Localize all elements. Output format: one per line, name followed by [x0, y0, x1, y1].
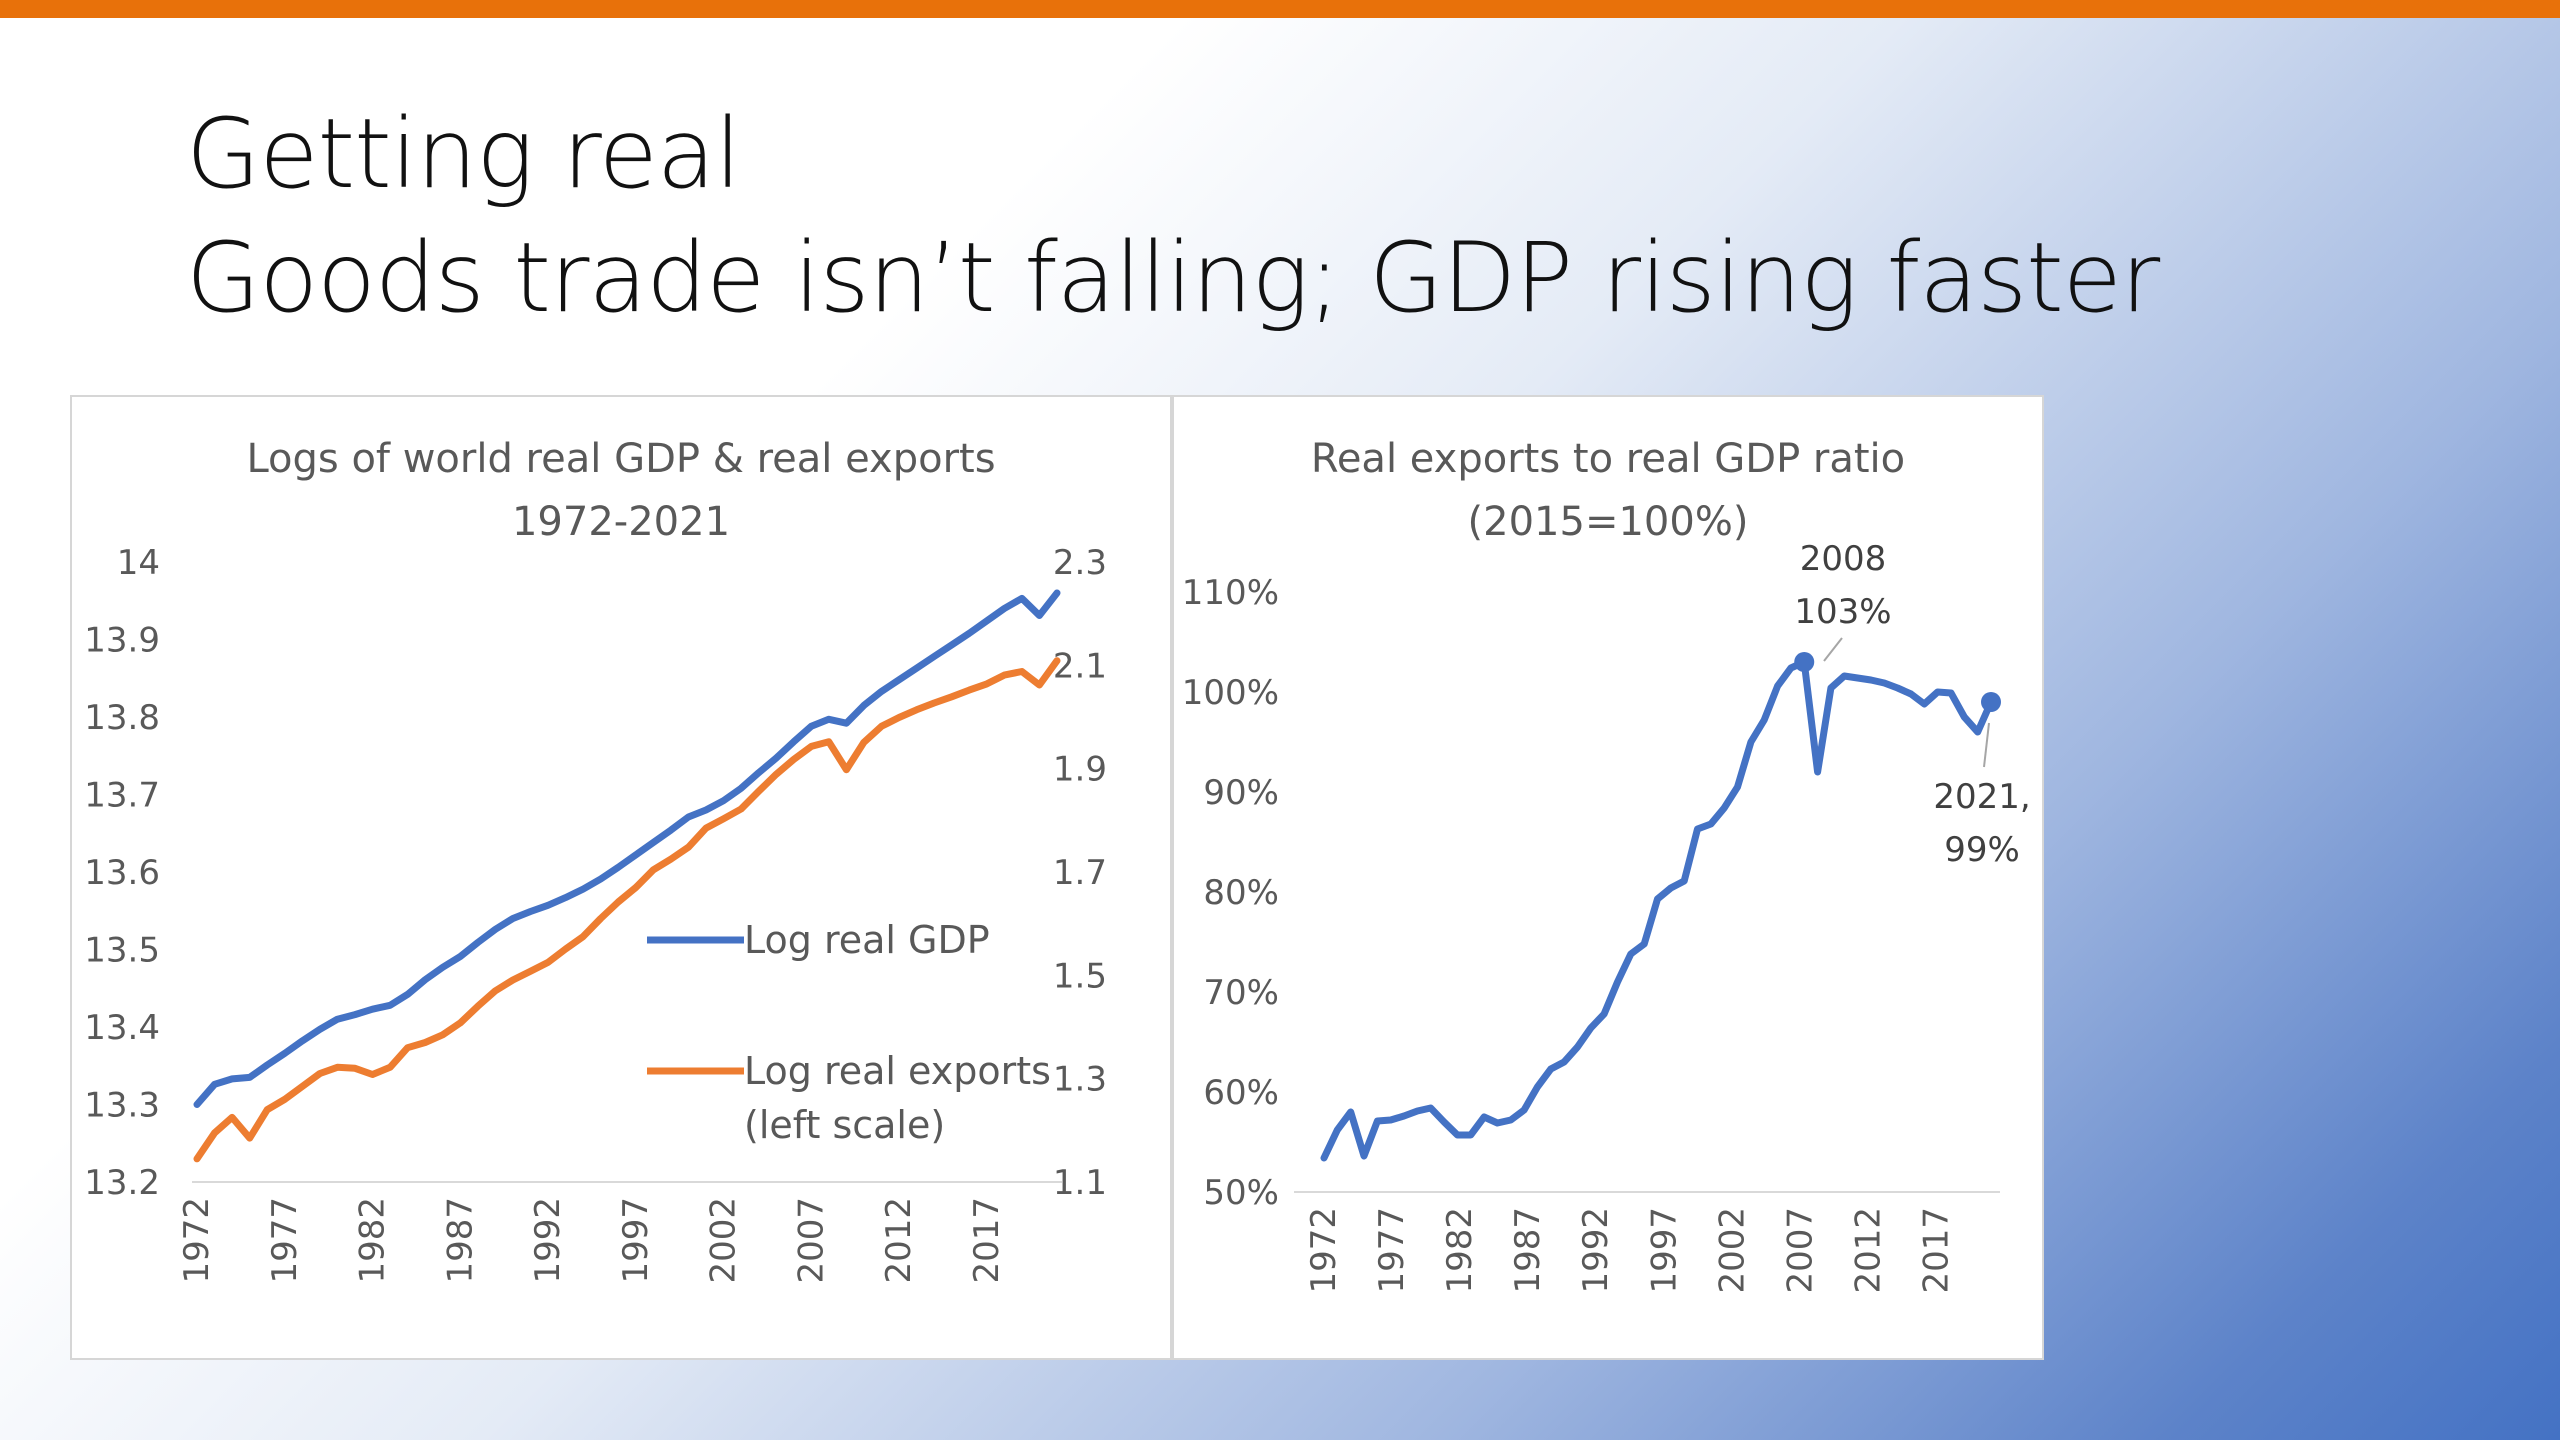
x-tick-label: 2007: [1780, 1207, 1820, 1294]
x-tick-label: 1972: [1304, 1207, 1344, 1294]
ratio-series-line: [1320, 658, 1995, 1162]
x-tick-label: 1977: [1372, 1207, 1412, 1294]
y-right-tick-label: 1.7: [1053, 853, 1107, 893]
left-chart-panel: Logs of world real GDP & real exports 19…: [70, 395, 1172, 1360]
y-right-tick-label: 1.1: [1053, 1163, 1107, 1203]
left-chart-legend: Log real GDP Log real exports (left scal…: [647, 918, 1051, 1147]
slide-title: Getting real Goods trade isn’t falling; …: [186, 92, 2160, 340]
peak-2008-marker: [1794, 652, 1815, 672]
right-chart-title: Real exports to real GDP ratio: [1311, 436, 1905, 482]
exports-series-line: [193, 657, 1061, 1163]
exports-gdp-ratio-chart: Real exports to real GDP ratio (2015=100…: [1182, 436, 2031, 1294]
x-tick-label: 1997: [616, 1197, 656, 1284]
x-tick-label: 1977: [265, 1197, 305, 1284]
y-left-tick-label: 13.9: [84, 621, 160, 661]
y-right-tick-label: 2.3: [1053, 543, 1107, 583]
left-chart-title: Logs of world real GDP & real exports: [246, 436, 995, 482]
x-tick-label: 1972: [177, 1197, 217, 1284]
annotation-2021-value: 99%: [1944, 830, 2020, 870]
left-chart-subtitle: 1972-2021: [512, 499, 730, 545]
annotation-2008-year: 2008: [1800, 539, 1887, 579]
right-chart-panel: Real exports to real GDP ratio (2015=100…: [1172, 395, 2044, 1360]
x-tick-label: 2007: [791, 1197, 831, 1284]
x-tick-label: 2012: [879, 1197, 919, 1284]
x-tick-label: 1987: [1508, 1207, 1548, 1294]
annotation-2021-year: 2021,: [1933, 777, 2030, 817]
y-left-tick-label: 13.7: [84, 776, 160, 816]
log-gdp-exports-chart: Logs of world real GDP & real exports 19…: [84, 436, 1107, 1284]
x-tick-label: 1992: [528, 1197, 568, 1284]
top-accent-bar: [0, 0, 2560, 18]
last-2021-marker: [1981, 692, 2001, 712]
x-tick-label: 2002: [704, 1197, 744, 1284]
x-tick-label: 1982: [353, 1197, 393, 1284]
x-tick-label: 1992: [1576, 1207, 1616, 1294]
x-tick-label: 1982: [1440, 1207, 1480, 1294]
slide-title-line-2: Goods trade isn’t falling; GDP rising fa…: [186, 222, 2160, 334]
y-right-tick-label: 2.1: [1053, 646, 1107, 686]
y-left-tick-label: 13.8: [84, 698, 160, 738]
y-tick-label: 60%: [1203, 1073, 1279, 1113]
y-left-tick-label: 13.6: [84, 853, 160, 893]
y-left-tick-label: 13.5: [84, 931, 160, 971]
y-tick-label: 50%: [1203, 1173, 1279, 1213]
y-left-tick-label: 13.3: [84, 1086, 160, 1126]
x-tick-label: 2012: [1848, 1207, 1888, 1294]
right-chart-subtitle: (2015=100%): [1468, 499, 1749, 545]
y-tick-label: 110%: [1182, 573, 1279, 613]
slide-title-line-1: Getting real: [186, 98, 741, 210]
y-left-tick-label: 14: [117, 543, 160, 583]
x-tick-label: 2017: [967, 1197, 1007, 1284]
y-tick-label: 70%: [1203, 973, 1279, 1013]
annotation-2008-leader: [1823, 637, 1843, 662]
x-tick-label: 1997: [1644, 1207, 1684, 1294]
y-right-tick-label: 1.3: [1053, 1060, 1107, 1100]
legend-gdp-label: Log real GDP: [744, 918, 990, 962]
y-tick-label: 90%: [1203, 773, 1279, 813]
y-right-tick-label: 1.9: [1053, 750, 1107, 790]
x-tick-label: 2002: [1712, 1207, 1752, 1294]
legend-exports-note: (left scale): [744, 1103, 945, 1147]
y-left-tick-label: 13.2: [84, 1163, 160, 1203]
annotation-2021-leader: [1983, 722, 1990, 768]
annotation-2021: 2021, 99%: [1933, 722, 2031, 870]
y-tick-label: 80%: [1203, 873, 1279, 913]
annotation-2008-value: 103%: [1794, 592, 1891, 632]
x-tick-label: 2017: [1917, 1207, 1957, 1294]
x-tick-label: 1987: [440, 1197, 480, 1284]
legend-exports-label: Log real exports: [744, 1049, 1051, 1093]
y-left-tick-label: 13.4: [84, 1008, 160, 1048]
gdp-series-line: [193, 589, 1061, 1108]
y-tick-label: 100%: [1182, 673, 1279, 713]
y-right-tick-label: 1.5: [1053, 956, 1107, 996]
annotation-2008: 2008 103%: [1794, 539, 1892, 662]
